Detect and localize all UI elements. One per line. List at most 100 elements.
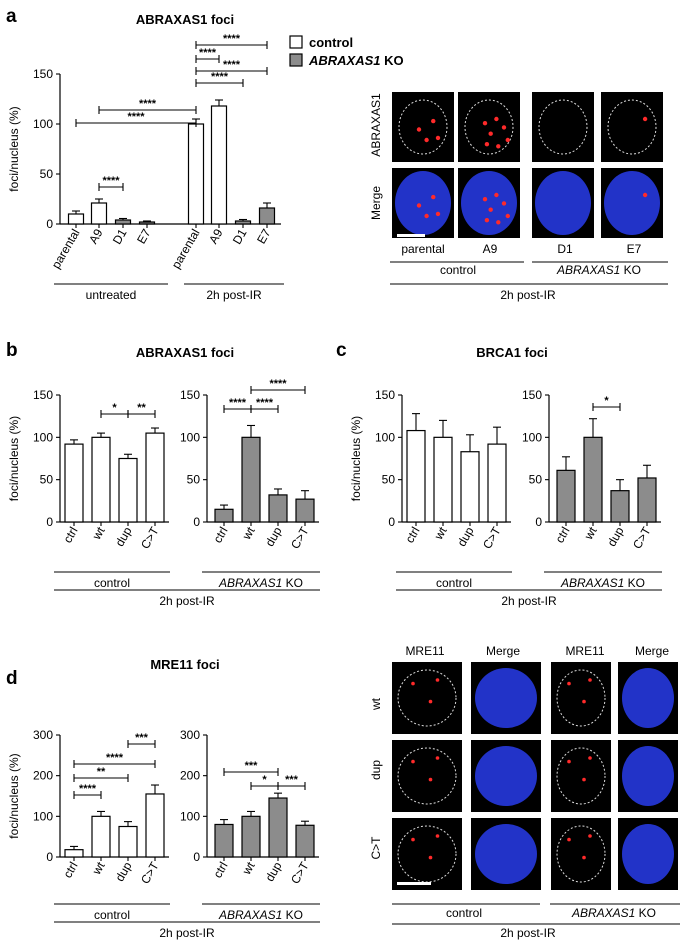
x-tick-label-b2-0: ctrl [210, 525, 230, 546]
micro-d-scale-bar [397, 882, 431, 885]
bar-c1-1 [433, 436, 453, 523]
x-tick-label-b2-3: C>T [288, 524, 312, 552]
micro-d-cell-1-1 [471, 740, 541, 812]
micro-a-cell-1-3-focus-0 [642, 192, 648, 198]
bar-b1-3 [145, 432, 165, 523]
micro-a-cell-1-1-focus-0 [482, 197, 488, 202]
x-tick-label-c2-0: ctrl [552, 525, 572, 546]
bar-d2-0 [214, 823, 234, 858]
micro-a-ko-gene: ABRAXAS1 [556, 263, 620, 277]
micro-d-cell-0-2-focus-2 [588, 678, 592, 682]
x-tick-label-a-7: E7 [254, 226, 274, 246]
bar-c1-3 [487, 443, 507, 523]
micro-a-cell-0-0-focus-3 [435, 135, 441, 141]
micrographs-d [392, 662, 678, 890]
label-2h-b: 2h post-IR [159, 594, 215, 608]
bar-b2-2 [268, 494, 288, 523]
x-tick-label-a-5: A9 [206, 226, 226, 246]
micro-a-cell-0-0-focus-2 [424, 137, 429, 143]
sig-label-d1-0: **** [79, 783, 97, 795]
y-tick-label-b2-0: 0 [193, 515, 200, 529]
panel-label-a: a [6, 6, 17, 27]
label-ko-d-gene: ABRAXAS1 [218, 908, 282, 922]
sig-label-a-3: **** [211, 71, 229, 83]
bar-c1-2 [460, 451, 480, 523]
micro-a-cell-1-1-focus-2 [488, 207, 493, 212]
bar-a-6 [234, 220, 252, 225]
micro-a-cell-1-0-focus-3 [435, 211, 441, 217]
micro-a-cell-1-0-focus-1 [431, 194, 436, 200]
micro-d-cell-0-2-focus-1 [582, 699, 586, 704]
micro-a-cell-1-1-focus-6 [505, 213, 510, 219]
micro-d-cell-0-0-focus-2 [435, 678, 440, 682]
panel-label-d: d [6, 668, 18, 689]
sig-label-c2-0: * [604, 395, 609, 407]
label-ko-c-suffix: KO [624, 576, 645, 590]
bar-b1-1 [91, 436, 111, 523]
label-ko-b-suffix: KO [282, 576, 303, 590]
x-tick-label-c1-2: dup [454, 524, 476, 549]
micro-d-cell-0-1 [471, 662, 541, 734]
micro-d-cell-2-0-focus-0 [411, 837, 415, 842]
label-control-b: control [94, 576, 130, 590]
sig-label-a-4: **** [223, 59, 241, 71]
micro-a-cell-0-1-focus-2 [488, 131, 493, 136]
x-tick-label-b1-2: dup [112, 524, 134, 549]
micro-a-col-label-e7: E7 [627, 242, 642, 256]
legend-label-ko-suffix: KO [381, 53, 404, 68]
chart-d1: 0 100 200 300 foci/nucleus (%) ctrl wt dup C>T **… [7, 728, 169, 886]
chart-c1: 0 50 100 150 foci/nucleus (%) ctrl wt dup C>T [349, 388, 511, 551]
chart-c2: 0 50 100 150 ctrl wt dup C>T * [522, 388, 661, 551]
micro-d-cell-2-2-focus-0 [567, 837, 571, 842]
micro-a-cell-0-1-bg [458, 92, 520, 162]
micro-d-cell-2-2-focus-1 [582, 855, 586, 860]
y-axis-title-b1: foci/nucleus (%) [7, 416, 21, 501]
group-label-text: untreated 2h post-IR control ABRAXAS1 KO… [86, 288, 645, 940]
sig-label-a-1: **** [139, 98, 157, 110]
label-ko-d: ABRAXAS1 KO [218, 908, 303, 922]
bar-b2-3 [295, 498, 315, 523]
micro-a-cell-0-0-nucleus-outline [398, 99, 448, 155]
label-ko-c-gene: ABRAXAS1 [560, 576, 624, 590]
sig-label-d2-1: * [262, 774, 267, 786]
label-untreated: untreated [86, 288, 137, 302]
bar-a-3 [138, 221, 156, 225]
micro-d-control: control [446, 906, 482, 920]
micro-a-cell-0-1-nucleus-outline [464, 99, 514, 155]
micro-a-cell-1-0 [392, 168, 454, 238]
x-tick-label-c2-2: dup [604, 524, 626, 549]
micro-d-row-label-wt: wt [369, 697, 383, 711]
sig-label-a-0: **** [102, 175, 120, 187]
micro-a-cell-1-2 [532, 168, 594, 238]
micro-d-cell-2-1 [471, 818, 541, 890]
y-tick-label-d2-3: 300 [180, 728, 200, 742]
y-tick-label-c2-3: 150 [522, 388, 542, 402]
bar-a-4 [187, 123, 205, 225]
micro-d-cell-2-0 [392, 818, 462, 890]
micro-d-cell-1-0-nucleus-outline [397, 747, 457, 805]
micro-a-post-ir: 2h post-IR [500, 288, 556, 302]
group-labels [54, 283, 662, 923]
micro-d-cell-2-3 [618, 818, 678, 890]
micro-d-col-label-merge-ctrl: Merge [486, 644, 520, 658]
sig-label-a-2: **** [127, 111, 145, 123]
micro-d-col-label-merge-ko: Merge [635, 644, 669, 658]
micro-d-cell-2-0-focus-1 [428, 855, 433, 860]
micro-d-cell-1-1-nucleus [475, 746, 537, 806]
sig-label-b2-0: **** [229, 397, 247, 409]
chart-title-b: ABRAXAS1 foci [136, 345, 234, 360]
sig-label-b1-0: * [112, 402, 117, 414]
label-control-c: control [436, 576, 472, 590]
y-tick-label-b2-2: 100 [180, 430, 200, 444]
legend: control ABRAXAS1 KO [289, 35, 404, 68]
bar-b1-0 [64, 443, 84, 523]
micro-d-cell-1-3-nucleus [622, 746, 674, 806]
micro-d-cell-2-3-nucleus [622, 824, 674, 884]
chart-title-d: MRE11 foci [150, 657, 219, 672]
x-tick-label-d2-3: C>T [288, 859, 312, 887]
sig-label-b2-1: **** [256, 397, 274, 409]
micro-a-cell-1-1-focus-3 [501, 201, 507, 206]
micro-d-cell-2-2 [551, 818, 611, 890]
micro-d-labels: MRE11 Merge MRE11 Merge wt dup C>T contr… [369, 644, 669, 940]
